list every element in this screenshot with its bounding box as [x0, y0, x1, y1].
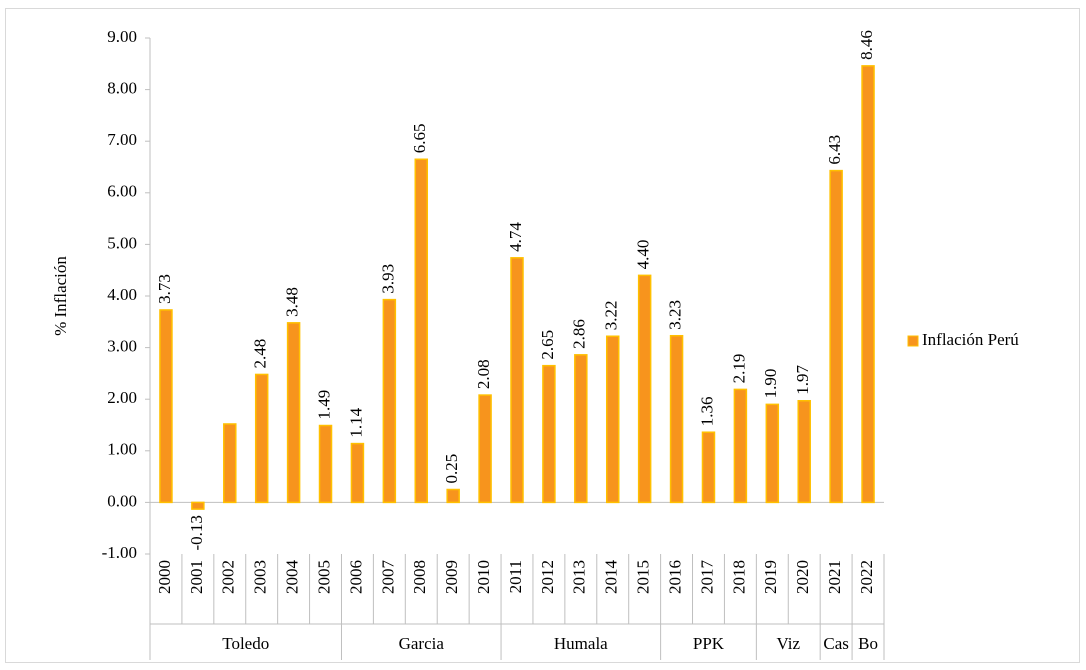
y-tick-label: 5.00	[107, 233, 137, 252]
x-tick-label: 2013	[570, 560, 589, 594]
bar	[797, 399, 811, 504]
data-label: 8.46	[857, 30, 876, 60]
x-tick-label: 2009	[442, 560, 461, 594]
bar	[446, 488, 460, 504]
x-tick-label: 2005	[314, 560, 333, 594]
data-label: 3.93	[378, 264, 397, 294]
bar	[542, 364, 556, 504]
bar	[605, 335, 620, 504]
data-label: 2.65	[538, 330, 557, 360]
x-tick-label: 2011	[506, 560, 525, 593]
data-label: 3.48	[283, 287, 302, 317]
data-label: 1.97	[793, 364, 812, 394]
legend-label: Inflación Perú	[922, 330, 1019, 349]
x-tick-label: 2002	[219, 560, 238, 594]
data-label: 2.08	[474, 359, 493, 389]
data-label: 2.86	[570, 319, 589, 349]
bar	[637, 274, 652, 504]
x-tick-label: 2010	[474, 560, 493, 594]
data-label: 6.65	[410, 124, 429, 154]
bar	[765, 403, 780, 504]
bar	[414, 158, 429, 504]
bar	[510, 257, 524, 504]
bar	[350, 442, 365, 504]
data-label: 1.36	[697, 396, 716, 426]
group-label: PPK	[693, 634, 725, 653]
data-label: 2.48	[251, 339, 270, 369]
bar	[254, 373, 269, 504]
bar	[286, 322, 301, 504]
group-label: Viz	[776, 634, 800, 653]
y-tick-label: 4.00	[107, 285, 137, 304]
data-label: -0.13	[187, 515, 206, 550]
x-tick-label: 2015	[634, 560, 653, 594]
data-label: 3.23	[665, 300, 684, 330]
bar	[478, 394, 492, 504]
bar	[574, 354, 588, 504]
y-tick-label: 3.00	[107, 337, 137, 356]
x-tick-label: 2004	[283, 560, 302, 595]
bar	[701, 431, 716, 504]
data-label: 1.14	[346, 407, 365, 437]
y-tick-label: 1.00	[107, 440, 137, 459]
group-label: Humala	[554, 634, 608, 653]
data-label: 1.49	[314, 390, 333, 420]
x-tick-label: 2019	[761, 560, 780, 594]
x-tick-label: 2020	[793, 560, 812, 594]
data-label: 4.74	[506, 222, 525, 252]
data-label: 1.90	[761, 369, 780, 399]
data-label: 3.73	[155, 274, 174, 304]
group-label: Toledo	[222, 634, 269, 653]
x-tick-label: 2006	[346, 560, 365, 594]
x-tick-label: 2001	[187, 560, 206, 594]
x-tick-label: 2012	[538, 560, 557, 594]
x-tick-label: 2021	[825, 560, 844, 594]
y-tick-label: 0.00	[107, 491, 137, 510]
y-tick-label: 6.00	[107, 182, 137, 201]
x-tick-label: 2022	[857, 560, 876, 594]
data-label: 0.25	[442, 454, 461, 484]
x-tick-label: 2018	[729, 560, 748, 594]
y-tick-label: 7.00	[107, 130, 137, 149]
data-label: 4.40	[634, 240, 653, 270]
y-tick-label: 2.00	[107, 388, 137, 407]
bar	[829, 169, 843, 504]
x-tick-label: 2016	[665, 560, 684, 594]
x-tick-label: 2000	[155, 560, 174, 594]
x-tick-label: 2014	[602, 560, 621, 595]
x-tick-label: 2007	[378, 560, 397, 595]
bar	[318, 424, 333, 504]
legend-swatch	[907, 335, 919, 347]
chart-border	[5, 8, 1080, 663]
y-tick-label: -1.00	[102, 543, 137, 562]
group-label: Cas	[823, 634, 849, 653]
bar	[223, 423, 237, 504]
group-label: Garcia	[399, 634, 445, 653]
data-label: 6.43	[825, 135, 844, 165]
bar	[382, 298, 397, 504]
y-tick-label: 8.00	[107, 79, 137, 98]
bar	[191, 501, 205, 510]
bar	[733, 388, 748, 504]
x-tick-label: 2008	[410, 560, 429, 594]
bar	[861, 65, 875, 504]
y-tick-label: 9.00	[107, 27, 137, 46]
bar	[669, 334, 684, 504]
bar	[159, 309, 173, 504]
data-label: 2.19	[729, 354, 748, 384]
x-tick-label: 2017	[697, 560, 716, 595]
x-tick-label: 2003	[251, 560, 270, 594]
y-axis-title: % Inflación	[51, 256, 70, 336]
group-label: Bo	[858, 634, 878, 653]
data-label: 3.22	[602, 300, 621, 330]
